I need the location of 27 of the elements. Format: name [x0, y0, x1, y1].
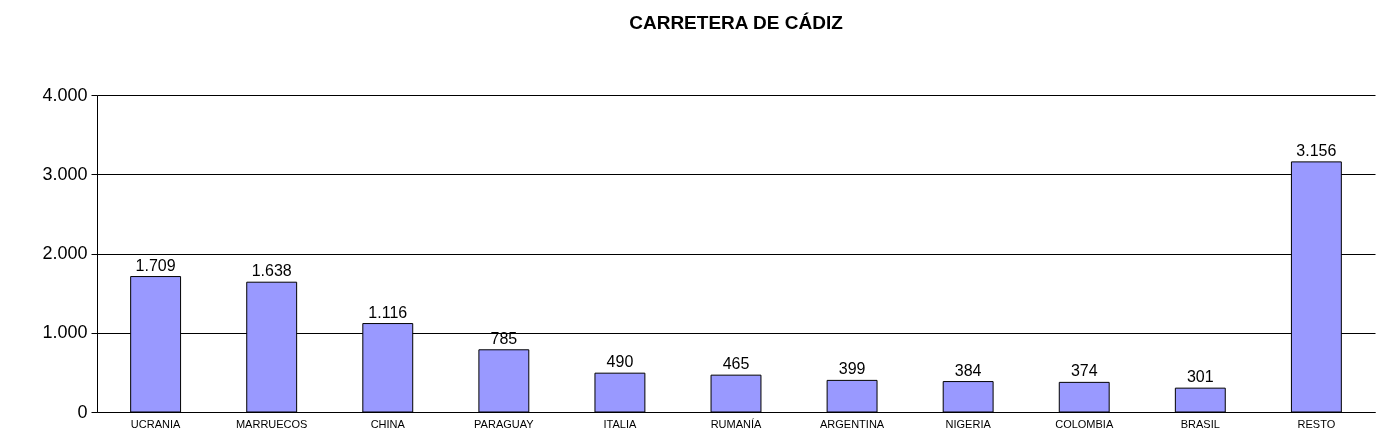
- x-tick-label: ARGENTINA: [819, 417, 885, 430]
- data-label: 1.116: [368, 303, 408, 321]
- data-label: 3.156: [1296, 141, 1337, 159]
- x-tick-label: BRASIL: [1180, 417, 1220, 430]
- x-tick-label: PARAGUAY: [474, 417, 535, 430]
- y-tick-label: 1.000: [42, 322, 88, 343]
- x-tick-label: MARRUECOS: [235, 417, 308, 430]
- y-tick-label: 3.000: [42, 163, 88, 184]
- y-tick-label: 4.000: [42, 84, 88, 105]
- x-tick-label: UCRANIA: [130, 417, 182, 430]
- x-tick-label: ITALIA: [603, 417, 637, 430]
- data-label: 301: [1186, 368, 1214, 386]
- x-tick-label: RESTO: [1297, 417, 1336, 430]
- data-label: 465: [722, 355, 750, 373]
- x-tick-label: NIGERIA: [945, 417, 992, 430]
- data-label: 1.709: [135, 256, 176, 274]
- data-label: 1.638: [251, 262, 292, 280]
- data-label: 384: [954, 361, 982, 379]
- x-tick-label: CHINA: [370, 417, 406, 430]
- y-tick-label: 0: [77, 401, 88, 422]
- y-tick-label: 2.000: [42, 243, 88, 263]
- x-tick-label: RUMANÍA: [710, 417, 763, 430]
- data-label: 490: [606, 353, 634, 371]
- x-tick-label: COLOMBIA: [1055, 417, 1114, 430]
- chart-title: CARRETERA DE CÁDIZ: [629, 12, 844, 33]
- data-label: 399: [838, 360, 866, 378]
- data-label: 374: [1070, 362, 1098, 380]
